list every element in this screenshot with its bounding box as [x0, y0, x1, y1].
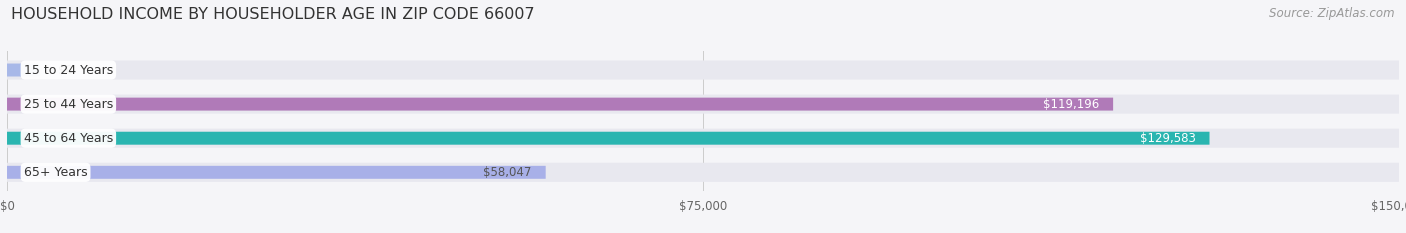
Text: 25 to 44 Years: 25 to 44 Years — [24, 98, 112, 111]
Text: $119,196: $119,196 — [1043, 98, 1099, 111]
Text: Source: ZipAtlas.com: Source: ZipAtlas.com — [1270, 7, 1395, 20]
FancyBboxPatch shape — [7, 95, 1399, 114]
Text: $0: $0 — [58, 64, 73, 76]
Text: HOUSEHOLD INCOME BY HOUSEHOLDER AGE IN ZIP CODE 66007: HOUSEHOLD INCOME BY HOUSEHOLDER AGE IN Z… — [11, 7, 534, 22]
Text: 15 to 24 Years: 15 to 24 Years — [24, 64, 112, 76]
Text: 45 to 64 Years: 45 to 64 Years — [24, 132, 112, 145]
FancyBboxPatch shape — [7, 129, 1399, 148]
FancyBboxPatch shape — [7, 132, 1209, 145]
FancyBboxPatch shape — [7, 166, 546, 179]
Text: 65+ Years: 65+ Years — [24, 166, 87, 179]
FancyBboxPatch shape — [7, 61, 1399, 79]
Text: $58,047: $58,047 — [484, 166, 531, 179]
FancyBboxPatch shape — [7, 64, 39, 76]
FancyBboxPatch shape — [7, 98, 1114, 111]
FancyBboxPatch shape — [7, 163, 1399, 182]
Text: $129,583: $129,583 — [1140, 132, 1195, 145]
